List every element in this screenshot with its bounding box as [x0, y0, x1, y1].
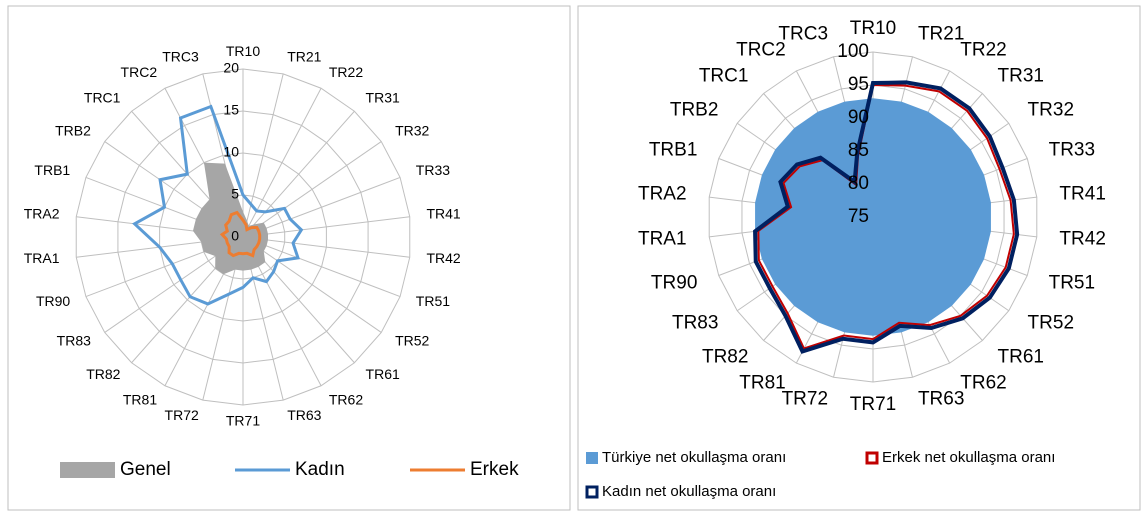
category-label: TR61 — [366, 366, 400, 382]
y-tick-label: 75 — [848, 206, 869, 227]
spoke — [242, 141, 382, 238]
y-tick-label: 100 — [837, 41, 869, 62]
category-label: TR32 — [395, 123, 429, 139]
series-line — [219, 210, 262, 258]
series-line — [132, 104, 304, 306]
category-label: TR72 — [165, 407, 199, 423]
y-tick-label: 10 — [223, 144, 239, 160]
category-label: TR32 — [1028, 99, 1074, 120]
legend-swatch — [585, 485, 599, 499]
spoke — [242, 236, 382, 333]
category-label: TR10 — [226, 43, 260, 59]
y-tick-label: 85 — [848, 140, 869, 161]
category-label: TRB1 — [34, 162, 70, 178]
category-label: TR82 — [86, 366, 120, 382]
category-label: TRC3 — [778, 24, 828, 45]
spoke — [242, 236, 401, 298]
category-label: TRB2 — [55, 123, 91, 139]
category-label: TRC1 — [699, 65, 749, 86]
category-label: TR33 — [416, 162, 450, 178]
spoke — [242, 73, 284, 238]
category-label: TRA1 — [638, 229, 687, 250]
category-label: TRA2 — [638, 183, 687, 204]
category-label: TR21 — [918, 24, 964, 45]
legend-label: Kadın net okullaşma oranı — [602, 483, 776, 500]
category-label: TR52 — [395, 333, 429, 349]
spoke — [242, 110, 355, 238]
category-label: TR42 — [1059, 229, 1105, 250]
category-label: TR81 — [739, 372, 785, 393]
category-label: TR51 — [1049, 273, 1095, 294]
category-label: TR51 — [416, 293, 450, 309]
category-label: TR82 — [702, 347, 748, 368]
legend-label: Genel — [120, 459, 171, 480]
category-label: TR42 — [426, 250, 460, 266]
category-label: TR83 — [672, 313, 718, 334]
legend-swatch — [586, 452, 598, 464]
legend-label: Kadın — [295, 459, 345, 480]
y-tick-label: 90 — [848, 107, 869, 128]
category-label: TR63 — [287, 407, 321, 423]
y-tick-label: 95 — [848, 74, 869, 95]
category-label: TR71 — [850, 394, 896, 415]
spoke — [242, 216, 410, 238]
legend-label: Türkiye net okullaşma oranı — [602, 449, 786, 466]
legend-swatch — [865, 451, 879, 465]
category-label: TR61 — [998, 347, 1044, 368]
category-label: TR81 — [123, 391, 157, 407]
y-tick-label: 20 — [223, 60, 239, 76]
category-label: TR31 — [366, 89, 400, 105]
category-label: TR41 — [426, 205, 460, 221]
category-label: TR90 — [651, 273, 697, 294]
spoke — [242, 236, 410, 258]
y-tick-label: 80 — [848, 173, 869, 194]
category-label: TR63 — [918, 388, 964, 409]
category-label: TR22 — [960, 40, 1006, 61]
category-label: TRA2 — [24, 205, 60, 221]
category-label: TR62 — [329, 391, 363, 407]
y-tick-label: 15 — [223, 102, 239, 118]
category-label: TR33 — [1049, 139, 1095, 160]
category-label: TR62 — [960, 372, 1006, 393]
category-label: TRC2 — [736, 40, 786, 61]
category-label: TR41 — [1059, 183, 1105, 204]
category-label: TR52 — [1028, 313, 1074, 334]
legend-swatch — [60, 462, 115, 478]
series-area — [755, 98, 991, 336]
category-label: TR83 — [57, 333, 91, 349]
category-label: TRA1 — [24, 250, 60, 266]
category-label: TRB2 — [670, 99, 719, 120]
y-tick-label: 5 — [231, 186, 239, 202]
series-line — [757, 83, 1015, 350]
category-label: TRC1 — [84, 89, 121, 105]
legend-label: Erkek — [470, 459, 519, 480]
category-label: TR71 — [226, 413, 260, 429]
category-label: TRC3 — [162, 48, 199, 64]
category-label: TRC2 — [121, 64, 158, 80]
series-line — [753, 80, 1020, 354]
legend-label: Erkek net okullaşma oranı — [882, 449, 1055, 466]
y-tick-label: 0 — [231, 228, 239, 244]
category-label: TR22 — [329, 64, 363, 80]
category-label: TR10 — [850, 18, 896, 39]
category-label: TRB1 — [649, 139, 698, 160]
category-label: TR90 — [36, 293, 70, 309]
category-label: TR72 — [782, 388, 828, 409]
category-label: TR31 — [998, 65, 1044, 86]
category-label: TR21 — [287, 48, 321, 64]
spoke — [242, 176, 401, 238]
